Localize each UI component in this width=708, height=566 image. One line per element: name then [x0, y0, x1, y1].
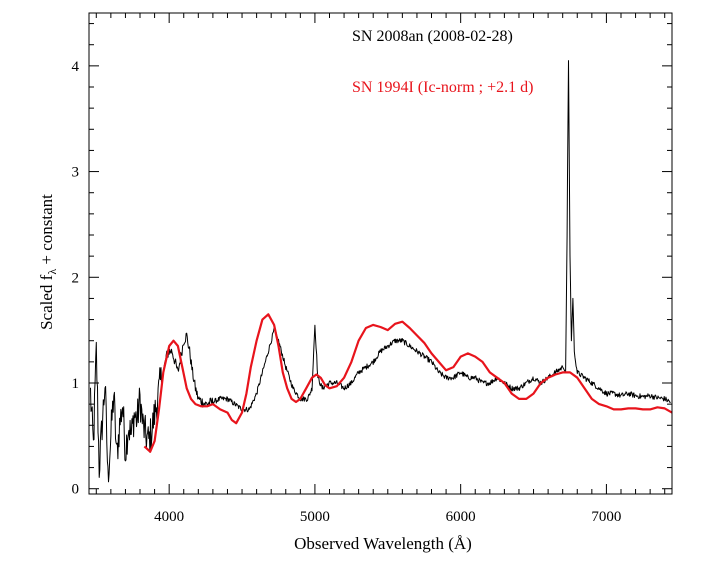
y-axis-label-subscript: λ: [45, 269, 59, 275]
y-axis-label-main: Scaled f: [37, 274, 56, 330]
x-tick-label: 5000: [300, 509, 330, 525]
y-axis-label: Scaled fλ + constant: [37, 194, 59, 330]
y-tick-label: 4: [72, 59, 80, 75]
y-tick-label: 1: [72, 376, 80, 392]
plot-frame: [88, 12, 673, 495]
y-axis-label-tail: + constant: [37, 194, 56, 269]
legend-entry-sn1994i: SN 1994I (Ic-norm ; +2.1 d): [352, 79, 533, 96]
plot-area: [90, 60, 672, 483]
series-line-sn2008an: [90, 60, 671, 483]
legend-entry-sn2008an: SN 2008an (2008-02-28): [352, 28, 513, 45]
y-axis-ticks: 0 1 2 3 4: [72, 23, 672, 498]
x-tick-label: 6000: [446, 509, 476, 525]
x-axis-ticks: 4000 5000 6000 7000: [95, 13, 666, 525]
y-tick-label: 2: [72, 270, 80, 286]
x-axis-label: Observed Wavelength (Å): [294, 534, 472, 553]
x-tick-label: 4000: [154, 509, 184, 525]
series-line-sn1994i: [143, 313, 672, 453]
x-tick-label: 7000: [591, 509, 621, 525]
y-tick-label: 3: [72, 165, 80, 181]
y-tick-label: 0: [72, 482, 80, 498]
